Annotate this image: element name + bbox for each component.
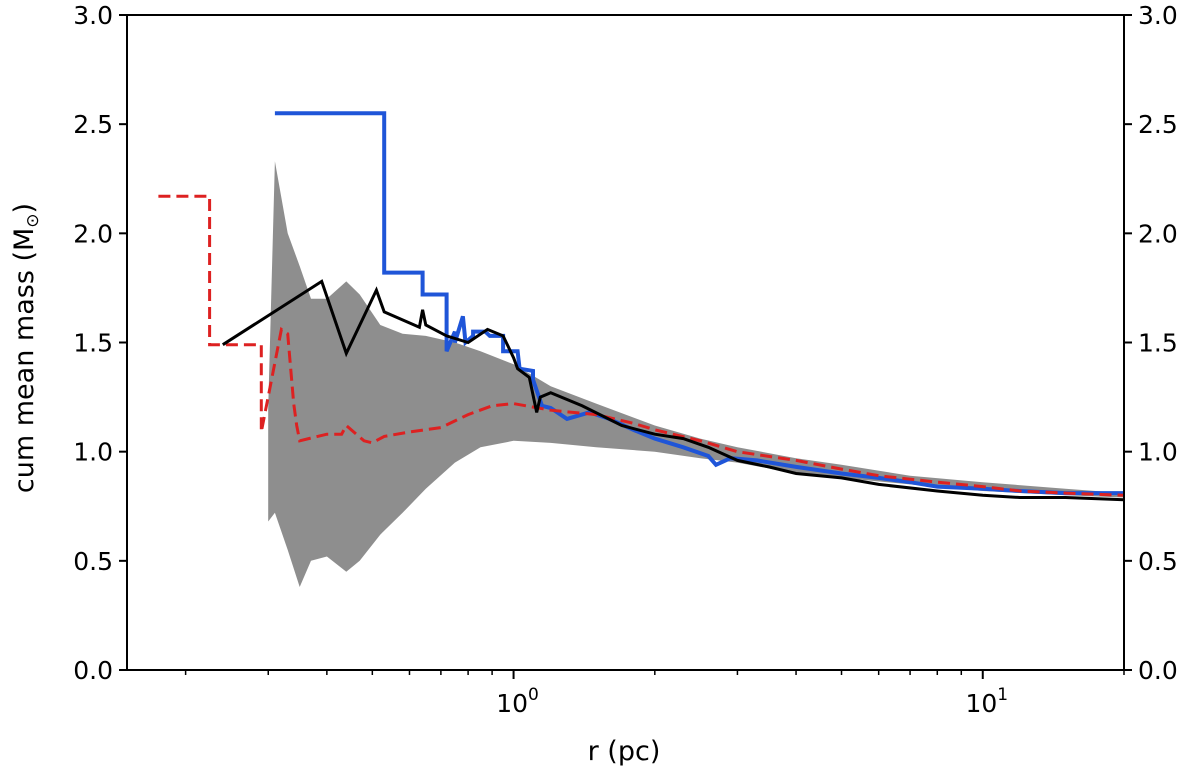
- band-layer: [268, 161, 1124, 588]
- x-tick-label-base: 10: [965, 689, 997, 718]
- y-tick-label-left: 1.0: [73, 438, 113, 467]
- y-axis-title-main: cum mean mass (M: [9, 228, 40, 493]
- y-tick-label-right: 1.5: [1138, 329, 1178, 358]
- series-line-red-dashed: [158, 194, 1125, 497]
- x-axis-title: r (pc): [588, 736, 661, 767]
- y-tick-label-left: 3.0: [73, 1, 113, 30]
- x-tick-label-exponent: 1: [997, 685, 1008, 705]
- y-tick-label-left: 2.5: [73, 110, 113, 139]
- y-tick-label-left: 1.5: [73, 329, 113, 358]
- tick-layer: 0.0 0.0 0.5 0.5 1.0 1.0 1.5 1.5 2.0 2.0 2.5 2.5 3.0 3…: [73, 1, 1178, 718]
- y-tick-label-left: 0.5: [73, 547, 113, 576]
- y-tick-label-right: 0.0: [1138, 656, 1178, 685]
- y-tick-label-right: 2.5: [1138, 110, 1178, 139]
- y-tick-label-right: 1.0: [1138, 438, 1178, 467]
- x-tick-label: 101: [965, 685, 1008, 718]
- y-axis-title-close: ): [9, 203, 40, 214]
- series-line-black: [221, 279, 1125, 502]
- y-tick-label-left: 2.0: [73, 219, 113, 248]
- grey-envelope-band: [268, 161, 1124, 588]
- y-tick-label-right: 3.0: [1138, 1, 1178, 30]
- y-tick-label-right: 0.5: [1138, 547, 1178, 576]
- y-tick-label-right: 2.0: [1138, 219, 1178, 248]
- y-axis-title-sun-symbol: ⊙: [23, 213, 43, 227]
- x-tick-label-base: 10: [496, 689, 528, 718]
- x-tick-label-exponent: 0: [528, 685, 539, 705]
- x-tick-label: 100: [496, 685, 539, 718]
- series-line-blue: [274, 111, 1124, 496]
- y-axis-title: cum mean mass (M⊙): [9, 203, 43, 493]
- y-tick-label-left: 0.0: [73, 656, 113, 685]
- series-layer: [158, 111, 1125, 502]
